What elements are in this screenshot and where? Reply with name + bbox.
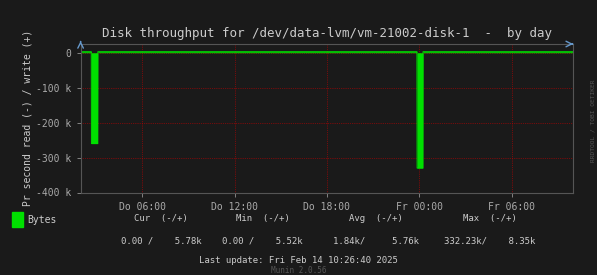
Y-axis label: Pr second read (-) / write (+): Pr second read (-) / write (+) (22, 30, 32, 206)
Text: Max  (-/+): Max (-/+) (463, 214, 516, 223)
Text: 332.23k/    8.35k: 332.23k/ 8.35k (444, 236, 536, 245)
Text: 0.00 /    5.78k: 0.00 / 5.78k (121, 236, 202, 245)
Text: Avg  (-/+): Avg (-/+) (349, 214, 403, 223)
Text: 0.00 /    5.52k: 0.00 / 5.52k (222, 236, 303, 245)
Text: RRDTOOL / TOBI OETIKER: RRDTOOL / TOBI OETIKER (590, 80, 595, 162)
Title: Disk throughput for /dev/data-lvm/vm-21002-disk-1  -  by day: Disk throughput for /dev/data-lvm/vm-210… (102, 27, 552, 40)
Text: Min  (-/+): Min (-/+) (236, 214, 290, 223)
Text: 1.84k/     5.76k: 1.84k/ 5.76k (333, 236, 419, 245)
Text: Bytes: Bytes (27, 215, 56, 225)
Text: Last update: Fri Feb 14 10:26:40 2025: Last update: Fri Feb 14 10:26:40 2025 (199, 257, 398, 265)
Text: Munin 2.0.56: Munin 2.0.56 (271, 266, 326, 275)
Text: Cur  (-/+): Cur (-/+) (134, 214, 188, 223)
